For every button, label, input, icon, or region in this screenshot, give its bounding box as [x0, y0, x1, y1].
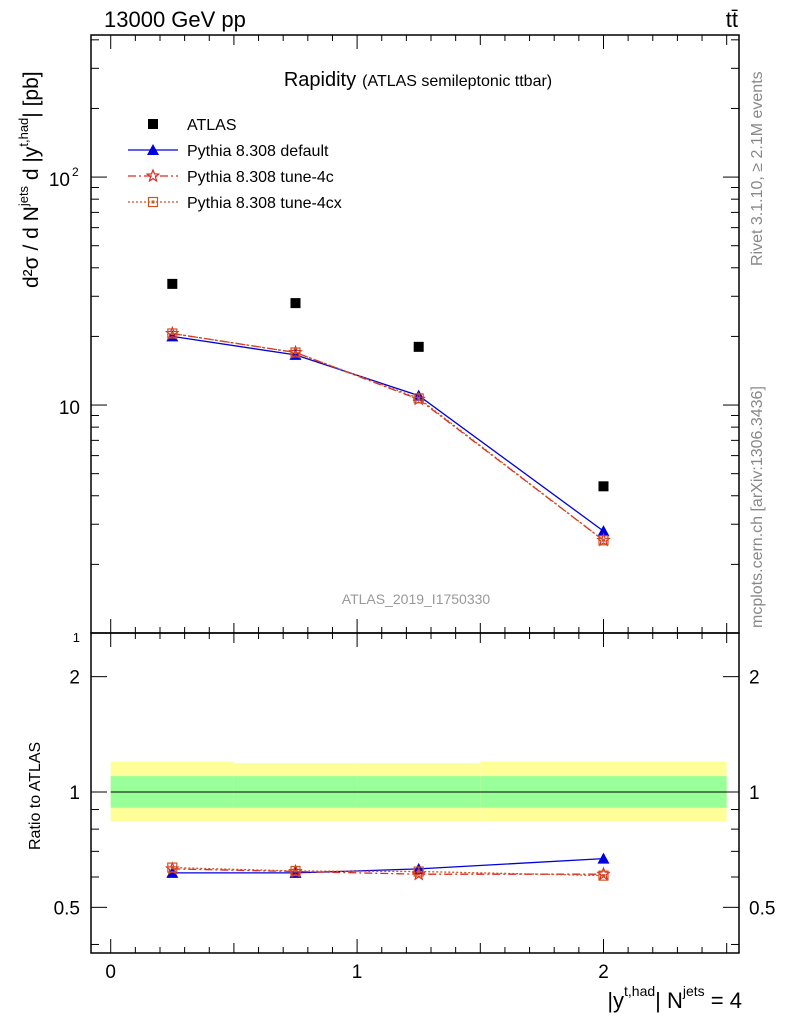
title-sub: (ATLAS semileptonic ttbar) — [362, 73, 552, 90]
legend-label-tune4c: Pythia 8.308 tune-4c — [187, 169, 334, 186]
process-label: tt̄ — [726, 7, 738, 32]
ratio-point-default — [597, 852, 610, 864]
point-tune4cx-center — [417, 396, 421, 400]
series-line-tune4c — [172, 332, 604, 541]
xlabel-end: = 4 — [705, 988, 742, 1013]
xlabel-main: |y — [607, 988, 624, 1013]
main-ylabel: d²σ / d Njets d |yt,had| [pb] — [16, 71, 43, 288]
ytick-label-100: 10 — [49, 170, 70, 191]
ratio-point-tune4cx-center — [294, 869, 298, 873]
ylabel-mid: d |y — [20, 146, 43, 186]
ratio-point-tune4cx — [167, 862, 178, 873]
ytick-label-1: 1 — [73, 630, 80, 645]
ratio-ytick-label-left: 0.5 — [54, 898, 80, 919]
xlabel-sup1: t,had — [624, 983, 655, 999]
ratio-point-tune4cx — [413, 866, 424, 877]
legend: ATLAS Pythia 8.308 default Pythia 8.308 tu… — [128, 117, 342, 212]
legend-marker-data — [148, 119, 158, 129]
rivet-label: Rivet 3.1.10, ≥ 2.1M events — [749, 71, 766, 266]
xtick-label: 0 — [105, 962, 116, 983]
ratio-line-tune4c — [172, 868, 604, 875]
ratio-point-tune4cx — [290, 865, 301, 877]
point-tune4cx-center — [601, 538, 605, 542]
point-default — [597, 525, 610, 537]
ratio-ytick-label-right: 0.5 — [749, 898, 775, 919]
point-data — [413, 341, 424, 352]
point-data — [167, 278, 178, 289]
ratio-point-tune4cx — [598, 870, 609, 881]
xlabel-mid: | N — [655, 988, 683, 1013]
analysis-watermark: ATLAS_2019_I1750330 — [342, 591, 491, 607]
ratio-frame — [90, 632, 740, 954]
ratio-point-tune4cx-center — [417, 870, 421, 874]
legend-marker-tune4cx — [147, 196, 159, 208]
xlabel-sup2: jets — [682, 983, 705, 999]
ratio-line-tune4cx — [172, 866, 604, 877]
ratio-ylabel: Ratio to ATLAS — [27, 742, 44, 850]
ylabel-sup1: jets — [16, 185, 31, 207]
legend-marker-default — [147, 144, 159, 155]
point-tune4cx-center — [294, 351, 298, 355]
ylabel-main: d²σ / d N — [20, 206, 43, 288]
ratio-point-tune4cx-center — [601, 874, 605, 878]
legend-marker-tune4c — [145, 168, 161, 183]
ratio-panel — [90, 632, 740, 954]
ratio-ytick-label-left: 1 — [69, 783, 80, 804]
point-tune4cx — [413, 393, 424, 404]
series-line-default — [172, 335, 604, 532]
ylabel-sup2: t,had — [16, 118, 31, 147]
ytick-100-exp: 2 — [72, 165, 79, 179]
legend-label-default: Pythia 8.308 default — [187, 143, 329, 160]
plot-title: Rapidity (ATLAS semileptonic ttbar) — [284, 69, 552, 91]
ylabel-end: | [pb] — [20, 71, 43, 117]
xaxis-label: |yt,had| Njets = 4 — [607, 983, 742, 1013]
point-tune4cx-center — [170, 331, 174, 335]
legend-marker-tune4cx-center — [151, 200, 155, 204]
ratio-ytick-label-left: 2 — [69, 668, 80, 689]
mcplots-label: mcplots.cern.ch [arXiv:1306.3436] — [749, 386, 766, 628]
xtick-label: 2 — [598, 962, 609, 983]
point-tune4cx — [167, 328, 178, 339]
ratio-ytick-label-right: 1 — [749, 783, 760, 804]
legend-label-data: ATLAS — [187, 117, 237, 134]
energy-label: 13000 GeV pp — [104, 7, 246, 32]
legend-label-tune4cx: Pythia 8.308 tune-4cx — [187, 195, 342, 212]
point-data — [598, 481, 609, 492]
point-tune4cx — [290, 347, 301, 358]
ratio-ytick-label-right: 2 — [749, 668, 760, 689]
ratio-point-tune4cx-center — [170, 866, 174, 870]
ytick-100-base: 10 — [49, 170, 70, 191]
ytick-label-10: 10 — [59, 398, 80, 419]
series-line-tune4cx — [172, 332, 604, 541]
point-tune4cx — [598, 535, 609, 546]
title-main: Rapidity — [284, 69, 356, 91]
xtick-label: 1 — [352, 962, 363, 983]
point-data — [290, 298, 301, 309]
